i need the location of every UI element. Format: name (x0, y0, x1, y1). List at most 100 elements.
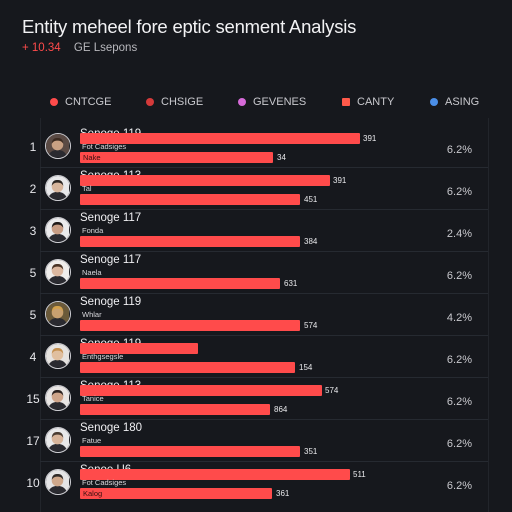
legend-item-2[interactable]: GEVENES (238, 96, 306, 108)
legend-item-0[interactable]: CNTCGE (50, 96, 111, 108)
bar-inner-label: Kalog (83, 489, 103, 498)
row-divider (40, 419, 488, 420)
entity-name: Senoge 119 (80, 296, 142, 308)
bar-primary-value: 511 (353, 470, 366, 479)
legend-swatch (50, 98, 58, 106)
bar-secondary-value: 574 (304, 321, 318, 330)
bar-secondary[interactable] (80, 278, 280, 289)
row-divider (40, 167, 488, 168)
entity-secondary-label: Fot Cadsiges (82, 142, 127, 151)
entity-row[interactable]: 17 Senoge 180 Fatue 351 6.2% (0, 419, 512, 462)
entity-secondary-label: Fonda (82, 226, 104, 235)
percent-value: 6.2% (446, 144, 472, 156)
row-divider (40, 377, 488, 378)
avatar (45, 385, 71, 411)
chart-subtitle: + 10.34 GE Lsepons (22, 42, 137, 54)
percent-value: 6.2% (446, 270, 472, 282)
bar-secondary-value: 864 (274, 405, 288, 414)
rank-label: 17 (26, 434, 40, 448)
entity-row[interactable]: 5 Senoge 117 Naela 631 6.2% (0, 251, 512, 294)
percent-value: 6.2% (446, 354, 472, 366)
entity-row[interactable]: 3 Senoge 117 Fonda 384 2.4% (0, 209, 512, 252)
legend-item-3[interactable]: CANTY (342, 96, 394, 108)
avatar (45, 133, 71, 159)
entity-secondary-label: Tanice (82, 394, 104, 403)
percent-value: 4.2% (446, 312, 472, 324)
entity-row[interactable]: 4Senoge 119Enthgsegsle1546.2% (0, 335, 512, 378)
legend: CNTCGE CHSIGE GEVENES CANTY ASING (0, 96, 512, 112)
bar-secondary[interactable] (80, 152, 273, 163)
bar-primary[interactable] (80, 469, 350, 480)
avatar (45, 343, 71, 369)
entity-name: Senoge 180 (80, 422, 143, 434)
legend-item-1[interactable]: CHSIGE (146, 96, 203, 108)
entity-secondary-label: Tal (82, 184, 92, 193)
avatar (45, 301, 71, 327)
bar-secondary-value: 631 (284, 279, 298, 288)
bar-secondary-value: 351 (304, 447, 318, 456)
rank-label: 1 (29, 140, 37, 154)
bar-primary[interactable] (80, 133, 360, 144)
legend-label: CHSIGE (161, 96, 204, 108)
bar-secondary[interactable] (80, 488, 272, 499)
bar-secondary-value: 384 (304, 237, 318, 246)
bar-secondary[interactable] (80, 362, 295, 373)
percent-value: 6.2% (446, 186, 472, 198)
bar-secondary-value: 154 (299, 363, 313, 372)
percent-value: 2.4% (446, 228, 472, 240)
rank-label: 10 (26, 476, 40, 490)
row-divider (40, 335, 488, 336)
rank-label: 5 (29, 308, 37, 322)
entity-secondary-label: Fatue (82, 436, 102, 445)
percent-value: 6.2% (446, 480, 472, 492)
rank-label: 3 (29, 224, 37, 238)
chart-title: Entity meheel fore eptic senment Analysi… (22, 16, 357, 37)
rank-label: 2 (29, 182, 37, 196)
bar-secondary[interactable] (80, 404, 270, 415)
bar-primary[interactable] (80, 175, 330, 186)
bar-secondary[interactable] (80, 236, 300, 247)
legend-item-4[interactable]: ASING (430, 96, 479, 108)
legend-label: CANTY (357, 96, 395, 108)
bar-inner-label: Nake (83, 153, 101, 162)
percent-value: 6.2% (446, 396, 472, 408)
entity-row[interactable]: 15Senoge 113574Tanice8646.2% (0, 377, 512, 420)
bar-primary[interactable] (80, 385, 322, 396)
legend-swatch (146, 98, 154, 106)
chart-area: 1 Senoge 119 391 Fot Cadsiges Nake 34 6.2% 2 Sen… (0, 118, 512, 512)
bar-primary[interactable] (80, 343, 198, 354)
row-divider (40, 461, 488, 462)
rank-label: 15 (26, 392, 40, 406)
bar-secondary-value: 451 (304, 195, 318, 204)
bar-secondary-value: 361 (276, 489, 290, 498)
legend-swatch (430, 98, 438, 106)
legend-swatch (238, 98, 246, 106)
grid-line (488, 118, 489, 512)
entity-secondary-label: Fot Cadsiges (82, 478, 127, 487)
entity-secondary-label: Naela (82, 268, 102, 277)
entity-name: Senoge 117 (80, 212, 142, 224)
bar-primary-value: 574 (325, 386, 339, 395)
bar-secondary[interactable] (80, 446, 300, 457)
avatar (45, 175, 71, 201)
entity-name: Senoge 117 (80, 254, 142, 266)
entity-row[interactable]: 5 Senoge 119 Whlar 574 4.2% (0, 293, 512, 336)
rank-label: 5 (29, 266, 37, 280)
bar-secondary[interactable] (80, 194, 300, 205)
bar-secondary-value: 34 (277, 153, 286, 162)
entity-row[interactable]: 2Senoge 113391Tal4516.2% (0, 167, 512, 210)
entity-secondary-label: Enthgsegsle (82, 352, 124, 361)
avatar (45, 259, 71, 285)
grid-line (40, 118, 41, 512)
legend-swatch (342, 98, 350, 106)
row-divider (40, 293, 488, 294)
delta-value: + 10.34 (22, 42, 61, 54)
row-divider (40, 251, 488, 252)
entity-secondary-label: Whlar (82, 310, 102, 319)
bar-secondary[interactable] (80, 320, 300, 331)
bar-primary-value: 391 (333, 176, 347, 185)
avatar (45, 469, 71, 495)
row-divider (40, 209, 488, 210)
